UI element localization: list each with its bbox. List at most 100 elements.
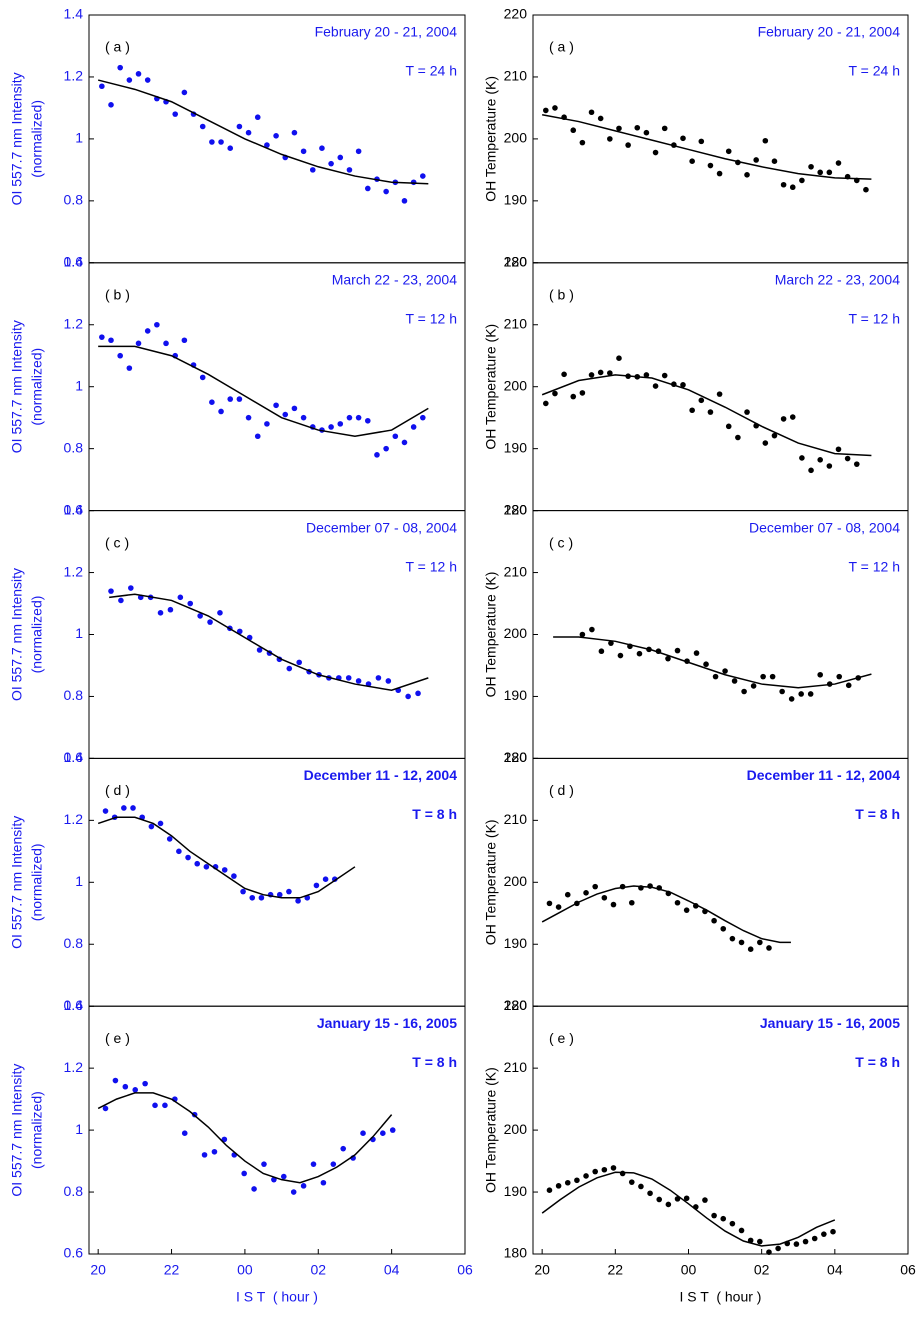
data-point — [716, 170, 723, 177]
data-point — [420, 414, 426, 421]
data-point — [142, 1080, 148, 1087]
data-point — [355, 678, 362, 684]
data-point — [689, 407, 695, 414]
period-label: T = 8 h — [412, 806, 457, 822]
data-point — [130, 805, 136, 811]
data-point — [555, 904, 562, 910]
period-label: T = 24 h — [405, 63, 457, 79]
data-point — [310, 1161, 317, 1167]
data-point — [665, 655, 671, 662]
data-point — [747, 946, 754, 953]
y-tick-label: 1 — [75, 130, 83, 146]
fit-curve — [541, 1171, 836, 1247]
data-point — [236, 396, 243, 402]
data-point — [588, 109, 595, 116]
data-point — [309, 167, 316, 173]
y-tick-label: 180 — [504, 254, 528, 270]
x-tick-label: 22 — [164, 1262, 180, 1278]
panel-label: ( a ) — [549, 39, 574, 55]
y-axis-label: (normalized) — [29, 843, 45, 921]
x-tick-label: 20 — [534, 1262, 550, 1278]
data-point — [135, 340, 142, 347]
data-point — [199, 374, 206, 381]
data-point — [181, 1130, 188, 1136]
data-point — [625, 142, 631, 148]
data-point — [364, 417, 371, 424]
data-point — [689, 158, 695, 165]
panel-title: January 15 - 16, 2005 — [760, 1015, 900, 1031]
data-point — [771, 158, 778, 165]
data-point — [203, 864, 210, 870]
y-tick-label: 210 — [504, 1059, 528, 1075]
data-point — [345, 675, 352, 681]
x-tick-label: 00 — [237, 1262, 253, 1278]
data-point — [552, 105, 558, 111]
y-tick-label: 1 — [75, 1121, 83, 1137]
data-point — [661, 372, 668, 379]
data-point — [543, 400, 549, 407]
panel-label: ( a ) — [105, 39, 130, 55]
data-point — [264, 142, 270, 148]
data-point — [328, 424, 334, 430]
data-point — [693, 650, 700, 656]
data-point — [122, 1083, 129, 1090]
y-tick-label: 190 — [504, 1183, 528, 1199]
data-point — [798, 691, 804, 697]
data-point — [579, 631, 586, 638]
data-point — [245, 414, 252, 421]
data-point — [835, 446, 842, 453]
y-axis-label: OH Temperature (K) — [483, 819, 499, 945]
data-point — [753, 157, 759, 163]
data-point — [643, 372, 650, 378]
data-point — [793, 1241, 800, 1247]
data-point — [607, 136, 613, 142]
data-point — [148, 823, 155, 830]
data-point — [346, 414, 353, 421]
data-point — [720, 925, 727, 932]
data-point — [286, 665, 293, 672]
data-point — [236, 123, 243, 130]
period-label: T = 12 h — [405, 558, 457, 574]
data-point — [319, 145, 325, 151]
data-point — [112, 1077, 119, 1084]
data-point — [698, 397, 705, 404]
data-point — [374, 452, 380, 458]
x-tick-label: 22 — [608, 1262, 624, 1278]
x-tick-label: 00 — [681, 1262, 697, 1278]
panel-title: December 07 - 08, 2004 — [749, 519, 900, 535]
data-point — [415, 690, 421, 697]
y-tick-label: 180 — [504, 1245, 528, 1261]
data-point — [638, 1183, 644, 1190]
data-point — [775, 1245, 781, 1252]
y-axis-label: OI 557.7 nm Intensity — [9, 72, 25, 205]
data-point — [683, 1195, 690, 1202]
data-point — [747, 1237, 754, 1244]
data-point — [227, 396, 234, 402]
panel-title: December 07 - 08, 2004 — [306, 519, 457, 535]
fit-curve — [541, 885, 791, 944]
data-point — [157, 610, 164, 616]
y-tick-label: 1.2 — [64, 1059, 84, 1075]
data-point — [249, 894, 256, 901]
data-point — [703, 661, 709, 668]
data-point — [652, 149, 659, 156]
y-tick-label: 1.2 — [64, 811, 84, 827]
y-tick-label: 0.8 — [64, 439, 84, 455]
y-axis-label: OH Temperature (K) — [483, 324, 499, 450]
data-point — [209, 139, 215, 145]
y-tick-label: 200 — [504, 1121, 528, 1137]
y-tick-label: 210 — [504, 811, 528, 827]
data-point — [707, 409, 714, 415]
data-point — [807, 691, 814, 697]
data-point — [680, 135, 686, 142]
plot-frame — [88, 14, 466, 264]
data-point — [401, 198, 408, 204]
x-axis-label: I S T ( hour ) — [236, 1289, 318, 1305]
y-axis-label: OH Temperature (K) — [483, 1067, 499, 1193]
data-point — [680, 382, 686, 388]
data-point — [574, 1177, 580, 1184]
y-tick-label: 200 — [504, 377, 528, 393]
y-tick-label: 210 — [504, 68, 528, 84]
data-point — [144, 77, 151, 83]
